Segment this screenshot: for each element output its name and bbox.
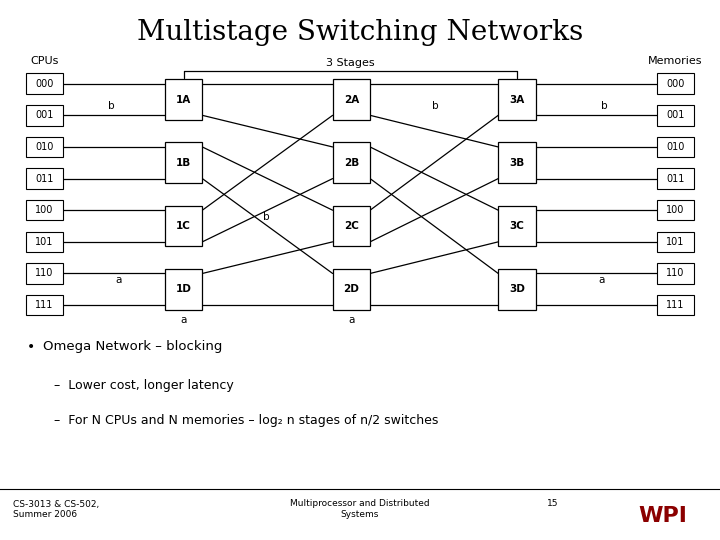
FancyBboxPatch shape: [498, 206, 536, 246]
FancyBboxPatch shape: [26, 295, 63, 315]
Text: CS-3013 & CS-502,
Summer 2006: CS-3013 & CS-502, Summer 2006: [13, 500, 99, 519]
FancyBboxPatch shape: [333, 143, 370, 183]
Text: 101: 101: [35, 237, 54, 247]
Text: a: a: [348, 315, 354, 325]
Text: 001: 001: [666, 110, 685, 120]
Text: 15: 15: [547, 500, 559, 509]
Text: –  For N CPUs and N memories – log₂ n stages of n/2 switches: – For N CPUs and N memories – log₂ n sta…: [54, 414, 438, 427]
FancyBboxPatch shape: [26, 200, 63, 220]
FancyBboxPatch shape: [657, 168, 694, 189]
FancyBboxPatch shape: [26, 105, 63, 126]
Text: 2B: 2B: [343, 158, 359, 168]
Text: 100: 100: [35, 205, 54, 215]
FancyBboxPatch shape: [165, 79, 202, 120]
Text: 100: 100: [666, 205, 685, 215]
Text: 011: 011: [35, 173, 54, 184]
FancyBboxPatch shape: [165, 206, 202, 246]
Text: –  Lower cost, longer latency: – Lower cost, longer latency: [54, 379, 234, 392]
Text: 3D: 3D: [509, 284, 525, 294]
FancyBboxPatch shape: [657, 73, 694, 94]
Text: CPUs: CPUs: [30, 56, 59, 66]
FancyBboxPatch shape: [165, 143, 202, 183]
Text: 001: 001: [35, 110, 54, 120]
FancyBboxPatch shape: [657, 263, 694, 284]
Text: Multiprocessor and Distributed
Systems: Multiprocessor and Distributed Systems: [290, 500, 430, 519]
Text: 2A: 2A: [343, 94, 359, 105]
Text: 1D: 1D: [176, 284, 192, 294]
Text: 3C: 3C: [510, 221, 524, 231]
Text: b: b: [432, 101, 439, 111]
Text: •: •: [27, 340, 35, 354]
Text: 010: 010: [666, 142, 685, 152]
FancyBboxPatch shape: [498, 269, 536, 310]
Text: Memories: Memories: [648, 56, 703, 66]
Text: 111: 111: [35, 300, 54, 310]
Text: 000: 000: [35, 79, 54, 89]
Text: 111: 111: [666, 300, 685, 310]
FancyBboxPatch shape: [657, 137, 694, 157]
Text: 000: 000: [666, 79, 685, 89]
FancyBboxPatch shape: [333, 206, 370, 246]
FancyBboxPatch shape: [498, 79, 536, 120]
FancyBboxPatch shape: [26, 168, 63, 189]
Text: 2D: 2D: [343, 284, 359, 294]
Text: a: a: [181, 315, 186, 325]
FancyBboxPatch shape: [165, 269, 202, 310]
FancyBboxPatch shape: [657, 295, 694, 315]
Text: 101: 101: [666, 237, 685, 247]
FancyBboxPatch shape: [26, 263, 63, 284]
FancyBboxPatch shape: [498, 143, 536, 183]
FancyBboxPatch shape: [26, 137, 63, 157]
Text: 1B: 1B: [176, 158, 192, 168]
FancyBboxPatch shape: [657, 232, 694, 252]
Text: a: a: [116, 274, 122, 285]
Text: b: b: [601, 101, 608, 111]
Text: 3A: 3A: [509, 94, 525, 105]
Text: b: b: [263, 212, 270, 222]
Text: 1A: 1A: [176, 94, 192, 105]
Text: 010: 010: [35, 142, 54, 152]
FancyBboxPatch shape: [657, 105, 694, 126]
Text: 2C: 2C: [344, 221, 359, 231]
Text: 011: 011: [666, 173, 685, 184]
Text: 110: 110: [666, 268, 685, 279]
Text: b: b: [108, 101, 115, 111]
FancyBboxPatch shape: [333, 269, 370, 310]
FancyBboxPatch shape: [26, 232, 63, 252]
FancyBboxPatch shape: [333, 79, 370, 120]
Text: Multistage Switching Networks: Multistage Switching Networks: [137, 19, 583, 46]
Text: 110: 110: [35, 268, 54, 279]
Text: 3 Stages: 3 Stages: [326, 58, 374, 68]
Text: Omega Network – blocking: Omega Network – blocking: [43, 340, 222, 353]
FancyBboxPatch shape: [657, 200, 694, 220]
Text: a: a: [598, 274, 604, 285]
Text: 1C: 1C: [176, 221, 191, 231]
FancyBboxPatch shape: [26, 73, 63, 94]
Text: 3B: 3B: [509, 158, 525, 168]
Text: WPI: WPI: [639, 507, 688, 526]
